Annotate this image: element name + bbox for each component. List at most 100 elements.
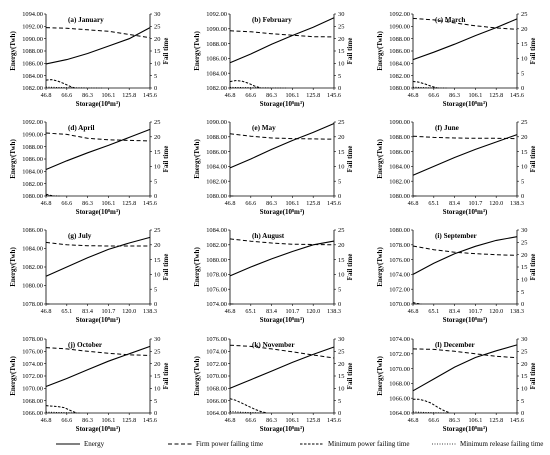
legend-label: Minimum release failing time bbox=[460, 440, 543, 448]
y-axis-title: Energy(Twh) bbox=[193, 356, 201, 396]
y-tick-label: 1088.00 bbox=[22, 48, 43, 55]
y2-tick-label: 10 bbox=[154, 386, 160, 393]
y-tick-label: 1084.00 bbox=[389, 164, 410, 171]
chart-panel-6: 1080.00 1082.00 1084.00 1086.00 1088.00 1090.… bbox=[376, 119, 537, 216]
series-line-minimum-power-failing-time bbox=[412, 81, 438, 89]
y2-tick-label: 25 bbox=[521, 11, 527, 18]
x-tick-label: 46.8 bbox=[225, 417, 236, 424]
legend-label: Firm power failing time bbox=[196, 440, 263, 448]
y-axis-title: Energy(Twh) bbox=[376, 356, 384, 396]
y2-tick-label: 5 bbox=[521, 398, 524, 405]
legend-label: Minimum power failing time bbox=[328, 440, 409, 448]
y2-tick-label: 0 bbox=[338, 301, 341, 308]
y-tick-label: 1066.00 bbox=[22, 410, 43, 417]
x-tick-label: 138.3 bbox=[327, 308, 341, 315]
legend: Energy Firm power failing time Minimum pow… bbox=[56, 440, 543, 448]
y-tick-label: 1080.00 bbox=[22, 193, 43, 200]
y-tick-label: 1088.00 bbox=[206, 134, 227, 141]
x-tick-label: 120.0 bbox=[489, 200, 503, 207]
y2-tick-label: 30 bbox=[521, 227, 527, 234]
x-axis-title: Storage(10⁸m³) bbox=[260, 425, 305, 433]
series-line-minimum-power-failing-time bbox=[229, 398, 268, 414]
y-tick-label: 1078.00 bbox=[22, 336, 43, 343]
y-tick-label: 1092.00 bbox=[389, 11, 410, 18]
y-tick-label: 1082.00 bbox=[22, 85, 43, 92]
x-axis-title: Storage(10⁸m³) bbox=[443, 100, 488, 108]
chart-panel-2: 1082.00 1084.00 1086.00 1088.00 1090.00 1092.… bbox=[193, 11, 354, 108]
x-tick-label: 83.4 bbox=[449, 200, 460, 207]
y-axis-title: Energy(Twh) bbox=[376, 139, 384, 179]
y-tick-label: 1070.00 bbox=[206, 373, 227, 380]
x-tick-label: 101.7 bbox=[285, 308, 299, 315]
y-tick-label: 1082.00 bbox=[22, 264, 43, 271]
y-axis-title: Energy(Twh) bbox=[376, 31, 384, 71]
x-tick-label: 106.1 bbox=[101, 92, 115, 99]
panel-title: (h) August bbox=[252, 232, 285, 240]
y-tick-label: 1072.00 bbox=[22, 373, 43, 380]
x-tick-label: 46.8 bbox=[41, 200, 52, 207]
y2-axis-title: Fail time bbox=[162, 38, 170, 65]
series-line-minimum-power-failing-time bbox=[413, 398, 451, 414]
x-tick-label: 46.8 bbox=[225, 308, 236, 315]
x-tick-label: 46.8 bbox=[41, 92, 52, 99]
y-tick-label: 1074.00 bbox=[206, 349, 227, 356]
y-tick-label: 1082.00 bbox=[22, 181, 43, 188]
y2-tick-label: 5 bbox=[154, 398, 157, 405]
y2-tick-label: 5 bbox=[338, 73, 341, 80]
x-tick-label: 145.6 bbox=[143, 92, 157, 99]
y2-tick-label: 10 bbox=[154, 61, 160, 68]
y2-tick-label: 20 bbox=[154, 361, 160, 368]
x-tick-label: 66.6 bbox=[245, 92, 256, 99]
y2-tick-label: 0 bbox=[154, 193, 157, 200]
y-tick-label: 1080.00 bbox=[389, 85, 410, 92]
y-tick-label: 1084.00 bbox=[206, 164, 227, 171]
y-axis-title: Energy(Twh) bbox=[9, 247, 17, 287]
y-tick-label: 1088.00 bbox=[389, 134, 410, 141]
x-tick-label: 66.6 bbox=[428, 417, 439, 424]
y-tick-label: 1084.00 bbox=[206, 227, 227, 234]
y2-tick-label: 0 bbox=[338, 193, 341, 200]
y2-tick-label: 30 bbox=[338, 336, 344, 343]
y-tick-label: 1070.00 bbox=[389, 366, 410, 373]
series-line-minimum-release-failing-time bbox=[412, 86, 448, 89]
y2-tick-label: 5 bbox=[521, 178, 524, 185]
y2-tick-label: 30 bbox=[521, 336, 527, 343]
x-tick-label: 86.3 bbox=[449, 417, 460, 424]
x-tick-label: 125.8 bbox=[122, 92, 136, 99]
x-tick-label: 138.3 bbox=[510, 200, 524, 207]
y2-tick-label: 10 bbox=[154, 272, 160, 279]
x-tick-label: 46.8 bbox=[408, 308, 419, 315]
y-tick-label: 1088.00 bbox=[389, 36, 410, 43]
series-line-minimum-release-failing-time bbox=[229, 86, 287, 89]
x-tick-label: 101.7 bbox=[101, 308, 115, 315]
x-tick-label: 83.4 bbox=[82, 308, 93, 315]
x-tick-label: 106.1 bbox=[285, 417, 299, 424]
series-line-minimum-release-failing-time bbox=[229, 411, 265, 414]
y-tick-label: 1072.00 bbox=[389, 351, 410, 358]
series-line-firm-power-failing-time bbox=[45, 27, 151, 39]
y-tick-label: 1070.00 bbox=[22, 386, 43, 393]
series-line-energy bbox=[412, 344, 518, 392]
y-tick-label: 1086.00 bbox=[22, 61, 43, 68]
y2-tick-label: 5 bbox=[154, 178, 157, 185]
chart-panel-3: 1080.00 1082.00 1084.00 1086.00 1088.00 1090.… bbox=[376, 11, 537, 108]
y-tick-label: 1084.00 bbox=[206, 70, 227, 77]
y-tick-label: 1084.00 bbox=[22, 246, 43, 253]
x-tick-label: 65.1 bbox=[428, 200, 439, 207]
series-line-firm-power-failing-time bbox=[229, 133, 335, 140]
x-tick-label: 106.1 bbox=[468, 417, 482, 424]
y-tick-label: 1094.00 bbox=[22, 11, 43, 18]
y2-axis-title: Fail time bbox=[346, 254, 354, 281]
y-tick-label: 1066.00 bbox=[389, 395, 410, 402]
panel-title: (f) June bbox=[435, 124, 459, 132]
y-axis-title: Energy(Twh) bbox=[193, 247, 201, 287]
y-tick-label: 1080.00 bbox=[22, 283, 43, 290]
y-tick-label: 1092.00 bbox=[22, 119, 43, 126]
x-axis-title: Storage(10⁸m³) bbox=[443, 425, 488, 433]
y-axis-title: Energy(Twh) bbox=[9, 139, 17, 179]
y-tick-label: 1082.00 bbox=[206, 178, 227, 185]
y2-tick-label: 25 bbox=[521, 240, 527, 247]
y2-tick-label: 0 bbox=[338, 410, 341, 417]
chart-panel-1: 1082.00 1084.00 1086.00 1088.00 1090.00 1092.… bbox=[9, 11, 170, 108]
